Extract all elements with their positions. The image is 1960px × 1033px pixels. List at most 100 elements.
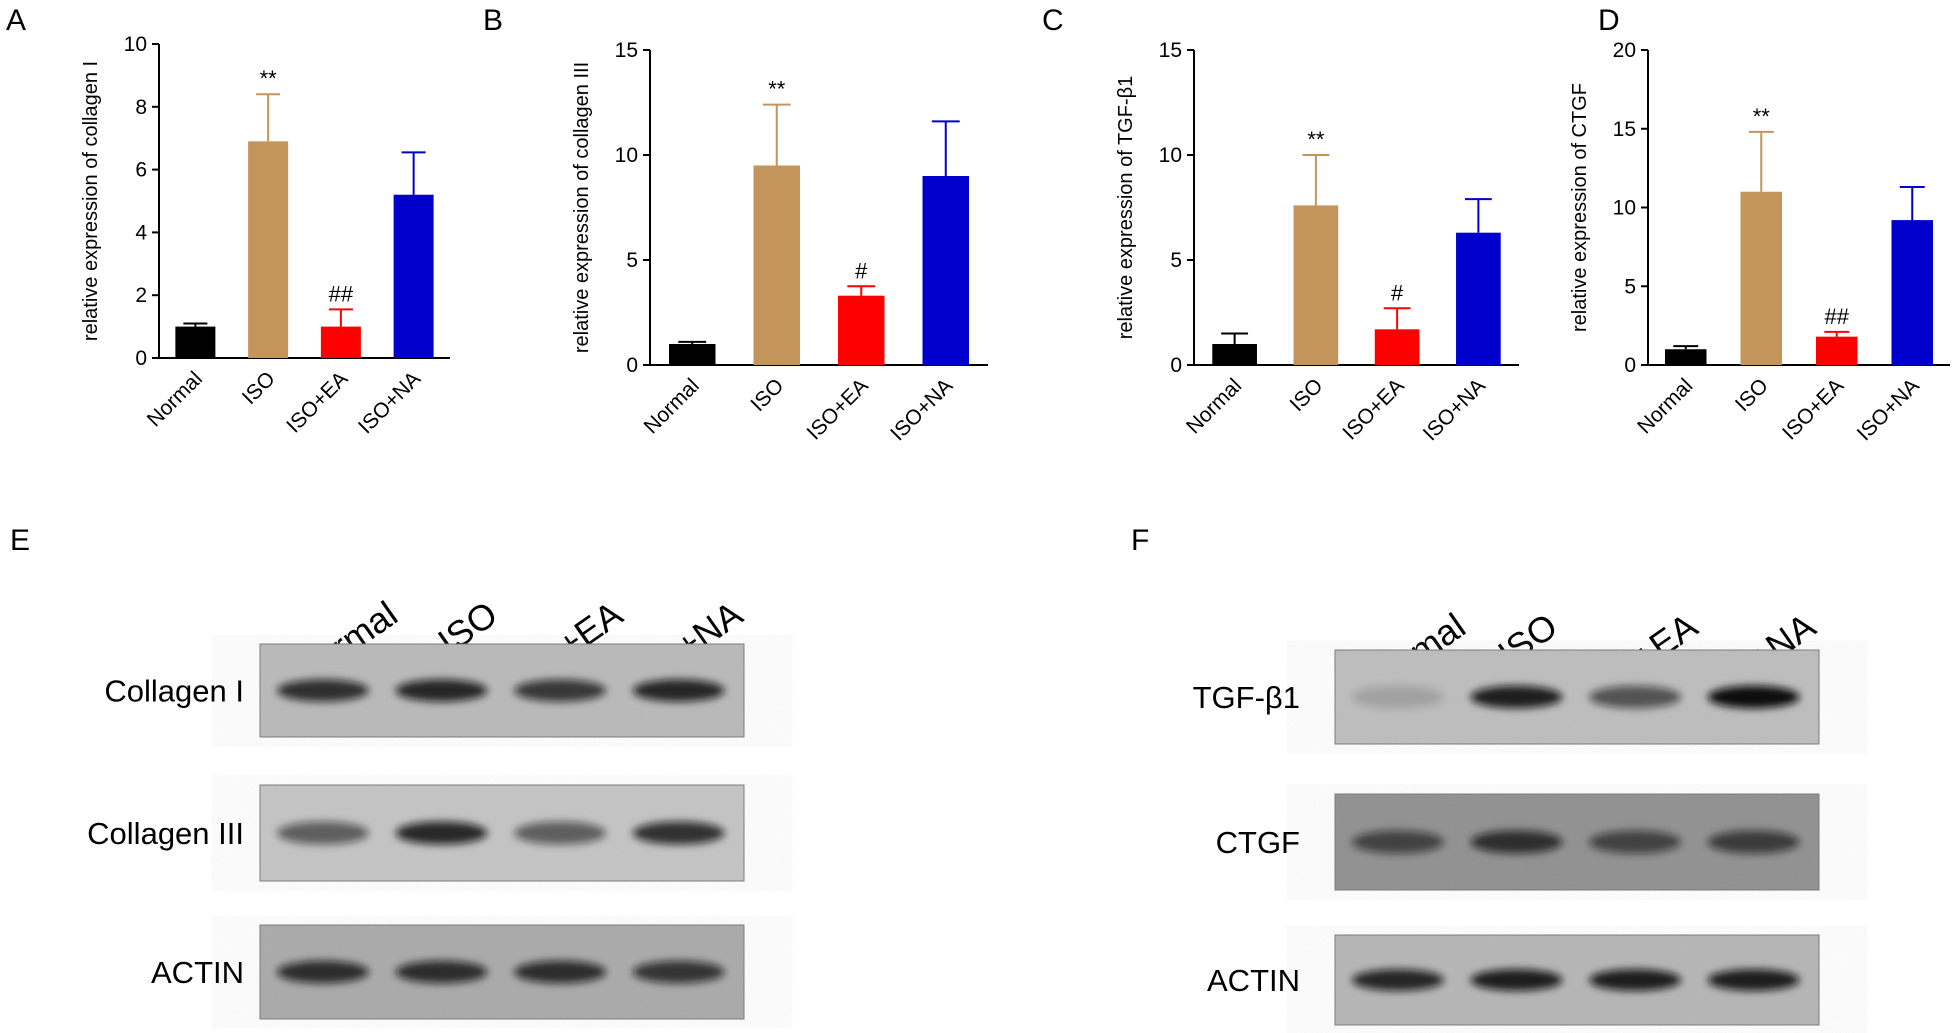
blot-band [1351, 830, 1444, 854]
error-bar [401, 151, 426, 195]
significance-label: # [1391, 280, 1404, 305]
y-tick-label: 6 [135, 159, 147, 182]
significance-label: ## [1825, 304, 1850, 329]
x-tick-label: ISO+EA [1778, 374, 1848, 444]
x-tick-label: ISO+NA [886, 374, 957, 445]
blot-band [632, 960, 725, 984]
error-bar [762, 103, 791, 166]
error-bar [1221, 332, 1249, 344]
y-tick-label: 15 [1159, 39, 1182, 62]
y-tick-label: 5 [1624, 275, 1636, 298]
row-label: CTGF [1216, 825, 1300, 860]
significance-label: ** [1307, 127, 1325, 152]
error-bar [1383, 307, 1411, 330]
y-axis-label: relative expression of TGF-β1 [1115, 76, 1137, 339]
blot-band [395, 679, 488, 702]
blot-band [514, 679, 607, 702]
x-tick-label: Normal [1633, 374, 1697, 438]
significance-label: ** [768, 77, 786, 102]
panel-label: C [1042, 4, 1064, 37]
significance-label: # [855, 258, 868, 283]
blot-band [1470, 830, 1563, 854]
panel-label: E [10, 524, 30, 557]
bar [175, 326, 216, 358]
row-label: Collagen III [87, 816, 244, 851]
bar [669, 344, 716, 365]
y-tick-label: 0 [135, 347, 147, 370]
blot-band [1707, 969, 1800, 991]
blot-band [1707, 685, 1800, 709]
bar [1374, 329, 1420, 365]
panel-label: B [483, 4, 503, 37]
blot-band [395, 960, 488, 984]
y-tick-label: 0 [626, 354, 638, 377]
error-bar [183, 322, 208, 327]
error-bar [1302, 154, 1330, 206]
error-bar [1899, 186, 1925, 221]
blot-band [1589, 685, 1682, 709]
bar [1740, 191, 1783, 365]
x-tick-label: ISO+EA [1338, 374, 1408, 444]
bar [1456, 232, 1501, 365]
x-tick-label: ISO [746, 374, 788, 416]
blot-band [276, 679, 369, 702]
error-bar [256, 93, 281, 142]
blot-band [395, 821, 488, 845]
y-tick-label: 15 [1613, 118, 1636, 141]
significance-label: ** [260, 66, 278, 91]
panel-label: A [6, 4, 26, 37]
x-tick-label: Normal [1182, 374, 1246, 438]
x-tick-label: ISO+NA [1419, 374, 1490, 445]
y-tick-label: 4 [135, 221, 147, 244]
error-bar [1464, 198, 1492, 233]
error-bar [328, 308, 353, 327]
error-bar [1673, 345, 1699, 350]
y-tick-label: 8 [135, 96, 147, 119]
bar [1293, 205, 1339, 365]
blot-band [1707, 830, 1800, 854]
y-tick-label: 0 [1170, 354, 1182, 377]
bar [393, 194, 434, 358]
row-label: ACTIN [151, 955, 244, 990]
x-tick-label: ISO [1731, 374, 1773, 416]
bar [838, 295, 885, 365]
error-bar [1824, 330, 1850, 337]
y-tick-label: 10 [124, 33, 147, 56]
bar [922, 176, 969, 365]
blot-band [1589, 830, 1682, 854]
error-bar [931, 120, 960, 176]
bar [1891, 220, 1934, 365]
blot-band [514, 960, 607, 984]
blot-band [632, 679, 725, 702]
panel-label: F [1131, 524, 1149, 557]
x-tick-label: ISO [238, 367, 280, 409]
y-tick-label: 10 [1159, 144, 1182, 167]
blot-band [1589, 969, 1682, 991]
blot-band [514, 821, 607, 845]
row-label: TGF-β1 [1193, 680, 1300, 715]
blot-band [276, 960, 369, 984]
row-label: ACTIN [1207, 963, 1300, 998]
significance-label: ## [329, 281, 354, 306]
row-label: Collagen I [104, 674, 244, 709]
bar [320, 326, 361, 358]
y-axis-label: relative expression of collagen III [571, 62, 593, 353]
bar [753, 165, 800, 365]
y-tick-label: 2 [135, 284, 147, 307]
bar [1212, 344, 1257, 365]
blot-band [1351, 969, 1444, 991]
y-tick-label: 5 [1170, 249, 1182, 272]
error-bar [847, 285, 876, 296]
x-tick-label: Normal [640, 374, 704, 438]
y-tick-label: 20 [1613, 39, 1636, 62]
blot-band [1470, 969, 1563, 991]
x-tick-label: ISO+NA [1853, 374, 1924, 445]
y-tick-label: 10 [1613, 197, 1636, 220]
significance-label: ** [1753, 104, 1771, 129]
blot-band [632, 821, 725, 845]
x-tick-label: ISO+NA [354, 367, 425, 438]
bar [1815, 336, 1858, 365]
